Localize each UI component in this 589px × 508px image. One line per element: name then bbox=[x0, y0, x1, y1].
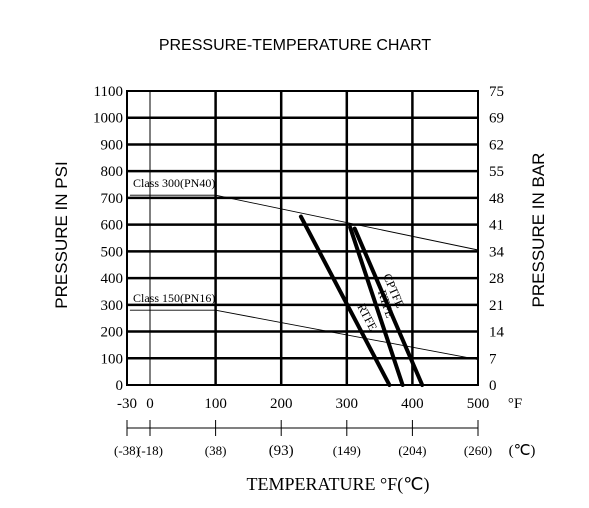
y-tick-label: 900 bbox=[101, 137, 124, 153]
y2-tick-label: 34 bbox=[489, 244, 505, 260]
y2-tick-label: 7 bbox=[489, 351, 497, 367]
y2-tick-label: 41 bbox=[489, 218, 504, 234]
series-line bbox=[129, 309, 479, 361]
x-tick-label: -30 bbox=[117, 396, 137, 412]
y2-tick-label: 0 bbox=[489, 378, 497, 394]
y-tick-label: 400 bbox=[101, 271, 124, 287]
celsius-unit-label: (℃) bbox=[509, 443, 536, 459]
plot-frame bbox=[126, 90, 479, 386]
y-tick-label: 500 bbox=[101, 244, 124, 260]
y-tick-label: 600 bbox=[101, 218, 124, 234]
x-unit-label: °F bbox=[508, 396, 522, 412]
y2-tick-label: 55 bbox=[489, 164, 504, 180]
y2-axis-title: PRESSURE IN BAR bbox=[529, 153, 548, 308]
ticks-group: 0 0 100 7 200 14 300 21 400 28 500 34 600 41 700 48 800 5… bbox=[93, 84, 505, 459]
grid bbox=[126, 90, 479, 386]
x-axis-title: TEMPERATURE °F(℃) bbox=[247, 474, 430, 495]
y2-tick-label: 62 bbox=[489, 137, 504, 153]
y-tick-label: 1000 bbox=[93, 111, 123, 127]
chart-title: PRESSURE-TEMPERATURE CHART bbox=[159, 37, 432, 54]
series-line bbox=[129, 194, 479, 251]
x-tick-label: 500 bbox=[467, 396, 490, 412]
celsius-tick-label: (38) bbox=[205, 443, 227, 458]
celsius-tick-label: (204) bbox=[398, 443, 426, 458]
y2-tick-label: 21 bbox=[489, 298, 504, 314]
y2-tick-label: 75 bbox=[489, 84, 504, 100]
celsius-tick-label: (-38) bbox=[114, 443, 140, 458]
y-tick-label: 800 bbox=[101, 164, 124, 180]
y-axis-title: PRESSURE IN PSI bbox=[52, 161, 71, 308]
x-tick-label: 100 bbox=[204, 396, 227, 412]
y-tick-label: 100 bbox=[101, 351, 124, 367]
series-label: Class 300(PN40) bbox=[133, 176, 215, 190]
series-group: Class 300(PN40)Class 150(PN16)RTFERTFECP… bbox=[129, 176, 479, 387]
y2-tick-label: 48 bbox=[489, 191, 504, 207]
x-tick-label: 200 bbox=[270, 396, 293, 412]
y-tick-label: 0 bbox=[116, 378, 124, 394]
series-line bbox=[348, 225, 405, 387]
series-label: Class 150(PN16) bbox=[133, 291, 215, 305]
y-tick-label: 300 bbox=[101, 298, 124, 314]
y-tick-label: 700 bbox=[101, 191, 124, 207]
x-tick-label: 400 bbox=[401, 396, 424, 412]
celsius-tick-label: (260) bbox=[464, 443, 492, 458]
celsius-tick-label: (-18) bbox=[137, 443, 163, 458]
celsius-tick-label: (149) bbox=[333, 443, 361, 458]
y2-tick-label: 69 bbox=[489, 111, 504, 127]
y-tick-label: 1100 bbox=[94, 84, 123, 100]
series-line bbox=[352, 226, 425, 387]
y2-tick-label: 28 bbox=[489, 271, 504, 287]
series-line bbox=[298, 214, 392, 387]
y2-tick-label: 14 bbox=[489, 325, 505, 341]
celsius-tick-label: (93) bbox=[269, 443, 294, 459]
y-tick-label: 200 bbox=[101, 325, 124, 341]
x-tick-label: 0 bbox=[146, 396, 154, 412]
x-tick-label: 300 bbox=[336, 396, 359, 412]
